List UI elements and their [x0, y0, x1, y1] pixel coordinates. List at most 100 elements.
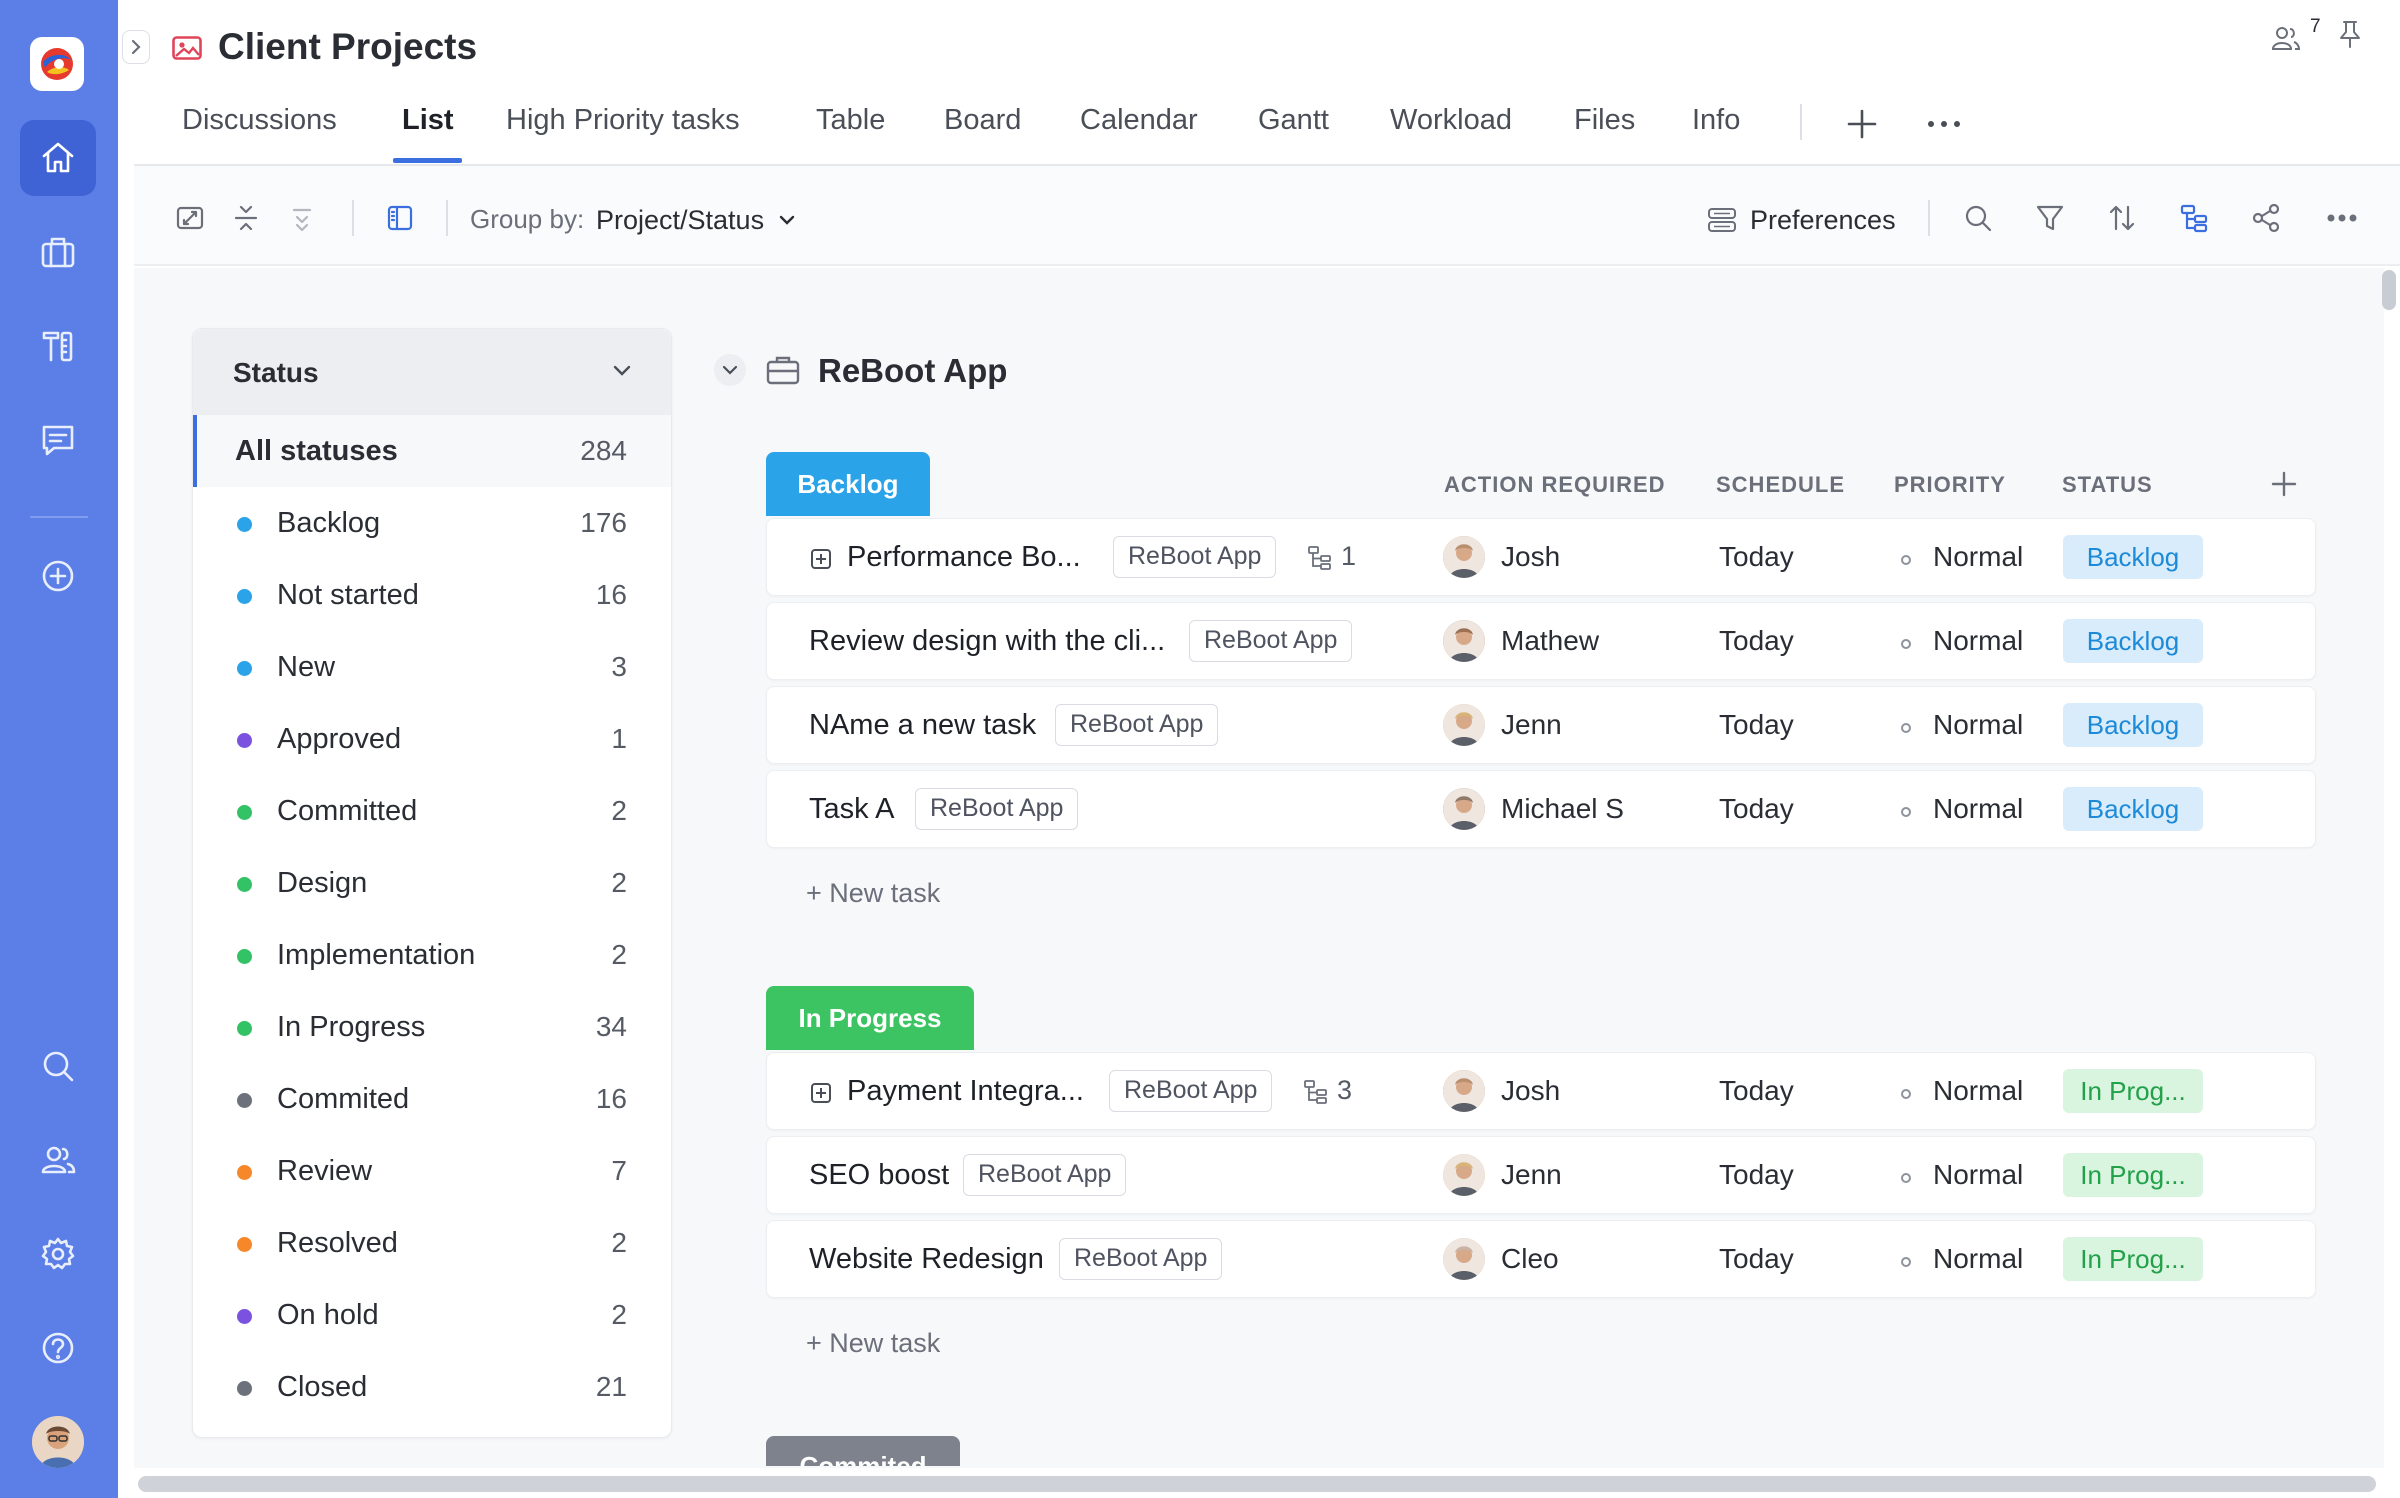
project-tag[interactable]: ReBoot App: [1055, 704, 1219, 746]
status-item-all-statuses[interactable]: All statuses 284: [193, 415, 671, 487]
add-button[interactable]: [20, 538, 96, 614]
task-name[interactable]: Review design with the cli...: [809, 625, 1166, 657]
fullscreen-button[interactable]: [170, 198, 210, 238]
assignee-avatar[interactable]: [1443, 620, 1485, 662]
project-tag[interactable]: ReBoot App: [1109, 1070, 1273, 1112]
members-button[interactable]: 7: [2270, 16, 2330, 54]
column-schedule[interactable]: SCHEDULE: [1716, 472, 1846, 497]
column-status[interactable]: STATUS: [2062, 472, 2153, 497]
task-priority[interactable]: Normal: [1933, 1075, 2024, 1106]
task-status-chip[interactable]: Backlog: [2063, 535, 2203, 579]
horizontal-scrollbar[interactable]: [138, 1476, 2376, 1492]
add-tab-button[interactable]: [1844, 106, 1880, 142]
preferences-button[interactable]: Preferences: [1706, 200, 1896, 240]
assignee-avatar[interactable]: [1443, 536, 1485, 578]
people-button[interactable]: [20, 1122, 96, 1198]
task-name[interactable]: SEO boost: [809, 1159, 950, 1191]
project-tag[interactable]: ReBoot App: [1059, 1238, 1223, 1280]
toggle-panel-button[interactable]: [380, 198, 420, 238]
status-panel-header[interactable]: Status: [193, 329, 671, 415]
status-item-new[interactable]: New 3: [193, 631, 671, 703]
task-name[interactable]: Payment Integra...: [847, 1075, 1084, 1107]
task-schedule[interactable]: Today: [1719, 1159, 1794, 1190]
task-row[interactable]: Task A ReBoot App Michael S Today Normal Back…: [766, 770, 2316, 848]
group-by-dropdown[interactable]: Project/Status: [596, 200, 796, 240]
toolbar-more-button[interactable]: [2322, 198, 2362, 238]
tab-workload[interactable]: Workload: [1390, 104, 1512, 136]
filter-button[interactable]: [2030, 198, 2070, 238]
search-nav-button[interactable]: [20, 1028, 96, 1104]
task-status-chip[interactable]: In Prog...: [2063, 1153, 2203, 1197]
task-priority[interactable]: Normal: [1933, 541, 2024, 572]
settings-button[interactable]: [20, 1216, 96, 1292]
tab-discussions[interactable]: Discussions: [182, 104, 337, 136]
expand-sidebar-button[interactable]: [122, 30, 150, 64]
task-name[interactable]: Website Redesign: [809, 1243, 1044, 1275]
tab-info[interactable]: Info: [1692, 104, 1741, 136]
project-tag[interactable]: ReBoot App: [1189, 620, 1353, 662]
add-column-button[interactable]: [2268, 468, 2300, 500]
assignee-avatar[interactable]: [1443, 1154, 1485, 1196]
task-priority[interactable]: Normal: [1933, 625, 2024, 656]
sort-button[interactable]: [2102, 198, 2142, 238]
task-priority[interactable]: Normal: [1933, 1243, 2024, 1274]
tab-gantt[interactable]: Gantt: [1258, 104, 1329, 136]
task-schedule[interactable]: Today: [1719, 709, 1794, 740]
help-button[interactable]: [20, 1310, 96, 1386]
status-item-backlog[interactable]: Backlog 176: [193, 487, 671, 559]
new-task-button[interactable]: + New task: [806, 878, 941, 908]
project-tag[interactable]: ReBoot App: [1113, 536, 1277, 578]
expand-subtasks-icon[interactable]: [811, 1083, 831, 1103]
vertical-scrollbar[interactable]: [2382, 270, 2396, 310]
collapse-project-button[interactable]: [714, 354, 746, 386]
new-task-button[interactable]: + New task: [806, 1328, 941, 1358]
status-item-implementation[interactable]: Implementation 2: [193, 919, 671, 991]
expand-subtasks-icon[interactable]: [811, 549, 831, 569]
task-row[interactable]: SEO boost ReBoot App Jenn Today Normal In Pro…: [766, 1136, 2316, 1214]
tools-button[interactable]: [20, 308, 96, 384]
home-button[interactable]: [20, 120, 96, 196]
hierarchy-button[interactable]: [2174, 198, 2214, 238]
task-name[interactable]: Task A: [809, 793, 895, 825]
status-item-closed[interactable]: Closed 21: [193, 1351, 671, 1423]
app-logo[interactable]: [30, 37, 84, 91]
task-row[interactable]: Website Redesign ReBoot App Cleo Today Norma…: [766, 1220, 2316, 1298]
tab-table[interactable]: Table: [816, 104, 886, 136]
tab-calendar[interactable]: Calendar: [1080, 104, 1198, 136]
task-row[interactable]: Payment Integra... ReBoot App 3 Josh Today No…: [766, 1052, 2316, 1130]
group-label-backlog[interactable]: Backlog: [766, 452, 930, 516]
status-item-approved[interactable]: Approved 1: [193, 703, 671, 775]
user-avatar[interactable]: [32, 1416, 84, 1468]
project-tag[interactable]: ReBoot App: [963, 1154, 1127, 1196]
status-item-on-hold[interactable]: On hold 2: [193, 1279, 671, 1351]
projects-button[interactable]: [20, 214, 96, 290]
task-schedule[interactable]: Today: [1719, 541, 1794, 572]
column-priority[interactable]: PRIORITY: [1894, 472, 2006, 497]
status-item-resolved[interactable]: Resolved 2: [193, 1207, 671, 1279]
task-status-chip[interactable]: In Prog...: [2063, 1237, 2203, 1281]
status-item-not-started[interactable]: Not started 16: [193, 559, 671, 631]
status-item-design[interactable]: Design 2: [193, 847, 671, 919]
task-name[interactable]: NAme a new task: [809, 709, 1037, 741]
assignee-avatar[interactable]: [1443, 1070, 1485, 1112]
messages-button[interactable]: [20, 402, 96, 478]
task-name[interactable]: Performance Bo...: [847, 541, 1081, 573]
assignee-avatar[interactable]: [1443, 1238, 1485, 1280]
more-tabs-button[interactable]: [1924, 106, 1964, 142]
task-schedule[interactable]: Today: [1719, 1243, 1794, 1274]
project-tag[interactable]: ReBoot App: [915, 788, 1079, 830]
task-priority[interactable]: Normal: [1933, 793, 2024, 824]
expand-all-button[interactable]: [282, 198, 322, 238]
task-schedule[interactable]: Today: [1719, 1075, 1794, 1106]
collapse-all-button[interactable]: [226, 198, 266, 238]
tab-files[interactable]: Files: [1574, 104, 1636, 136]
task-status-chip[interactable]: Backlog: [2063, 703, 2203, 747]
task-schedule[interactable]: Today: [1719, 793, 1794, 824]
tab-board[interactable]: Board: [944, 104, 1022, 136]
assignee-avatar[interactable]: [1443, 788, 1485, 830]
task-status-chip[interactable]: Backlog: [2063, 787, 2203, 831]
task-row[interactable]: NAme a new task ReBoot App Jenn Today Normal…: [766, 686, 2316, 764]
assignee-avatar[interactable]: [1443, 704, 1485, 746]
task-row[interactable]: Performance Bo... ReBoot App 1 Josh Today Nor…: [766, 518, 2316, 596]
group-label-commited[interactable]: Commited: [766, 1436, 960, 1466]
